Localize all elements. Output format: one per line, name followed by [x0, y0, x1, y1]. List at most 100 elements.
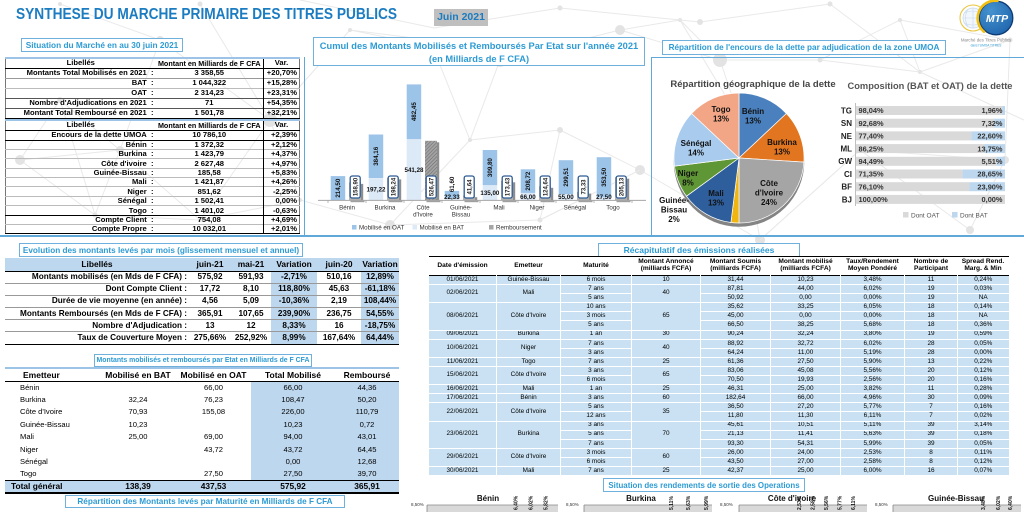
svg-text:TG: TG: [841, 106, 852, 115]
svg-text:Guinée-: Guinée-: [659, 196, 689, 205]
svg-text:214,50: 214,50: [335, 178, 342, 197]
svg-text:384,16: 384,16: [373, 146, 380, 165]
svg-text:NE: NE: [841, 132, 853, 141]
svg-text:Bissau: Bissau: [661, 206, 687, 215]
svg-text:100,00%: 100,00%: [859, 195, 889, 204]
svg-text:13%: 13%: [708, 199, 724, 208]
svg-text:Burkina: Burkina: [626, 494, 656, 503]
svg-text:198,24: 198,24: [392, 177, 398, 196]
svg-text:d'Ivoire: d'Ivoire: [755, 189, 784, 198]
svg-text:208,72: 208,72: [525, 171, 532, 190]
svg-text:Guinée-: Guinée-: [450, 205, 472, 212]
svg-text:2%: 2%: [668, 215, 680, 224]
svg-text:0,00%: 0,00%: [982, 195, 1003, 204]
svg-text:Côte d'ivoire: Côte d'ivoire: [768, 494, 817, 503]
svg-text:124,64: 124,64: [544, 177, 550, 196]
svg-text:22,33: 22,33: [444, 194, 460, 201]
svg-text:13%: 13%: [713, 115, 729, 124]
svg-text:5,63%: 5,63%: [686, 495, 692, 510]
svg-text:6,11%: 6,11%: [851, 496, 857, 510]
svg-text:Burkina: Burkina: [767, 138, 797, 147]
svg-text:Togo: Togo: [606, 205, 620, 212]
svg-text:482,45: 482,45: [411, 102, 418, 121]
svg-text:309,80: 309,80: [487, 158, 494, 177]
svg-text:24%: 24%: [761, 198, 777, 207]
svg-text:86,25%: 86,25%: [859, 144, 884, 153]
svg-text:Mali: Mali: [708, 189, 724, 198]
svg-text:13,75%: 13,75%: [977, 144, 1002, 153]
svg-text:13%: 13%: [774, 148, 790, 157]
svg-text:135,00: 135,00: [480, 190, 499, 197]
svg-text:205,13: 205,13: [620, 177, 626, 196]
svg-text:Bissau: Bissau: [452, 212, 471, 219]
svg-text:8,50%: 8,50%: [411, 502, 424, 507]
svg-text:27,50: 27,50: [596, 194, 612, 201]
svg-text:Bénin: Bénin: [477, 494, 499, 503]
svg-text:BJ: BJ: [842, 195, 852, 204]
svg-text:CI: CI: [844, 170, 852, 179]
svg-text:13%: 13%: [745, 117, 761, 126]
svg-text:92,68%: 92,68%: [859, 119, 884, 128]
svg-text:6,40%: 6,40%: [1008, 495, 1014, 510]
svg-text:98,04%: 98,04%: [859, 106, 884, 115]
svg-text:ML: ML: [840, 145, 852, 154]
svg-text:Côte: Côte: [416, 205, 430, 212]
svg-text:6,02%: 6,02%: [996, 495, 1002, 510]
svg-text:541,28: 541,28: [405, 167, 424, 174]
svg-text:5,99%: 5,99%: [704, 495, 710, 510]
svg-text:299,51: 299,51: [563, 167, 570, 186]
svg-text:66,00: 66,00: [520, 194, 536, 201]
svg-text:71,35%: 71,35%: [859, 170, 884, 179]
svg-text:173,43: 173,43: [506, 177, 512, 196]
svg-text:Sénégal: Sénégal: [681, 139, 712, 148]
svg-text:2,53%: 2,53%: [797, 495, 803, 510]
svg-text:Togo: Togo: [712, 105, 731, 114]
svg-text:Bénin: Bénin: [742, 107, 764, 116]
svg-text:526,47: 526,47: [430, 177, 436, 196]
svg-text:61,60: 61,60: [449, 176, 456, 192]
svg-text:5,56%: 5,56%: [824, 495, 830, 510]
svg-text:BF: BF: [841, 183, 852, 192]
svg-text:1,96%: 1,96%: [982, 106, 1003, 115]
svg-text:dans l'UMOA TITRES: dans l'UMOA TITRES: [971, 44, 1002, 48]
svg-text:41,64: 41,64: [468, 179, 474, 195]
svg-text:94,49%: 94,49%: [859, 157, 884, 166]
svg-text:Répartition géographique de la: Répartition géographique de la dette: [670, 79, 835, 90]
svg-text:3,48%: 3,48%: [981, 495, 987, 510]
svg-text:5,51%: 5,51%: [982, 157, 1003, 166]
svg-text:Mobilisé en OAT: Mobilisé en OAT: [359, 225, 404, 232]
svg-text:8,50%: 8,50%: [875, 502, 888, 507]
svg-text:77,40%: 77,40%: [859, 132, 884, 141]
svg-text:2,58%: 2,58%: [811, 495, 817, 510]
svg-text:76,10%: 76,10%: [859, 182, 884, 191]
svg-text:158,90: 158,90: [354, 177, 360, 196]
svg-text:73,33: 73,33: [582, 179, 588, 195]
svg-text:5,82%: 5,82%: [544, 495, 550, 510]
svg-text:Burkina: Burkina: [375, 205, 397, 212]
svg-text:353,50: 353,50: [601, 167, 608, 186]
svg-text:8,50%: 8,50%: [566, 502, 579, 507]
svg-text:Marché des Titres Publics: Marché des Titres Publics: [961, 38, 1012, 43]
svg-text:Niger: Niger: [678, 169, 698, 178]
svg-text:7,32%: 7,32%: [982, 119, 1003, 128]
svg-text:GW: GW: [838, 157, 852, 166]
svg-text:197,22: 197,22: [367, 186, 386, 193]
svg-text:23,90%: 23,90%: [977, 182, 1002, 191]
svg-text:55,00: 55,00: [558, 194, 574, 201]
svg-text:MTP: MTP: [986, 13, 1009, 25]
svg-text:5,11%: 5,11%: [669, 496, 675, 510]
svg-text:Dont OAT: Dont OAT: [911, 213, 939, 220]
svg-text:Remboursement: Remboursement: [496, 225, 542, 232]
svg-text:6,40%: 6,40%: [514, 495, 520, 510]
svg-text:Côte: Côte: [760, 179, 778, 188]
svg-text:Bénin: Bénin: [339, 205, 355, 212]
svg-text:Composition (BAT et OAT) de la: Composition (BAT et OAT) de la dette: [848, 81, 1013, 91]
svg-text:8,50%: 8,50%: [720, 502, 733, 507]
svg-text:Niger: Niger: [530, 205, 545, 212]
svg-text:8%: 8%: [682, 179, 694, 188]
svg-text:14%: 14%: [688, 149, 704, 158]
svg-text:Guinée-Bissau: Guinée-Bissau: [928, 494, 984, 503]
svg-text:SN: SN: [841, 119, 852, 128]
svg-text:22,60%: 22,60%: [977, 132, 1002, 141]
svg-text:Sénégal: Sénégal: [564, 205, 587, 212]
